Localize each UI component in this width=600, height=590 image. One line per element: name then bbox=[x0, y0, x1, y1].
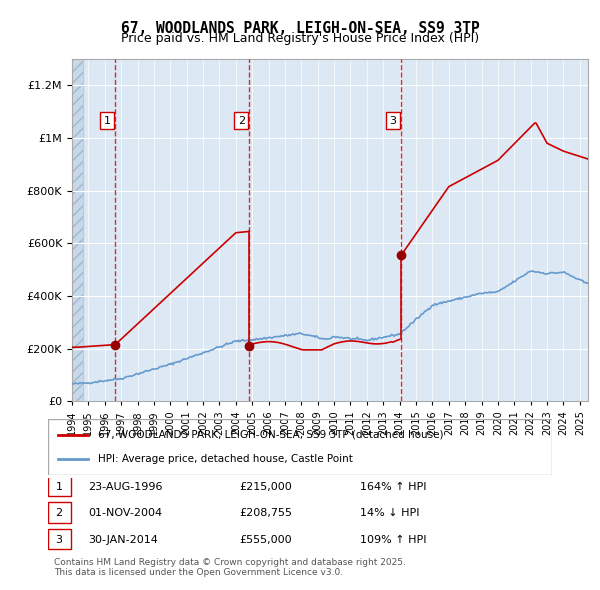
Text: 30-JAN-2014: 30-JAN-2014 bbox=[88, 535, 158, 545]
Bar bbox=[72, 59, 83, 401]
Text: 109% ↑ HPI: 109% ↑ HPI bbox=[361, 535, 427, 545]
Text: 2: 2 bbox=[238, 116, 245, 126]
Text: Price paid vs. HM Land Registry's House Price Index (HPI): Price paid vs. HM Land Registry's House … bbox=[121, 32, 479, 45]
Text: 67, WOODLANDS PARK, LEIGH-ON-SEA, SS9 3TP (detached house): 67, WOODLANDS PARK, LEIGH-ON-SEA, SS9 3T… bbox=[98, 430, 444, 440]
Text: £555,000: £555,000 bbox=[239, 535, 292, 545]
Text: 3: 3 bbox=[56, 535, 62, 545]
Text: HPI: Average price, detached house, Castle Point: HPI: Average price, detached house, Cast… bbox=[98, 454, 353, 464]
Text: £215,000: £215,000 bbox=[239, 482, 292, 491]
Text: 01-NOV-2004: 01-NOV-2004 bbox=[88, 509, 163, 518]
Text: 1: 1 bbox=[56, 482, 62, 491]
Bar bbox=[48, 529, 71, 549]
Text: 14% ↓ HPI: 14% ↓ HPI bbox=[361, 509, 420, 518]
Text: 23-AUG-1996: 23-AUG-1996 bbox=[88, 482, 163, 491]
Text: £208,755: £208,755 bbox=[239, 509, 293, 518]
Text: 67, WOODLANDS PARK, LEIGH-ON-SEA, SS9 3TP: 67, WOODLANDS PARK, LEIGH-ON-SEA, SS9 3T… bbox=[121, 21, 479, 35]
Text: 3: 3 bbox=[389, 116, 396, 126]
Bar bbox=[48, 502, 71, 523]
Bar bbox=[72, 59, 83, 401]
Bar bbox=[48, 476, 71, 496]
Text: Contains HM Land Registry data © Crown copyright and database right 2025.
This d: Contains HM Land Registry data © Crown c… bbox=[54, 558, 406, 577]
Text: 1: 1 bbox=[104, 116, 110, 126]
Text: 164% ↑ HPI: 164% ↑ HPI bbox=[361, 482, 427, 491]
Text: 2: 2 bbox=[56, 509, 62, 518]
